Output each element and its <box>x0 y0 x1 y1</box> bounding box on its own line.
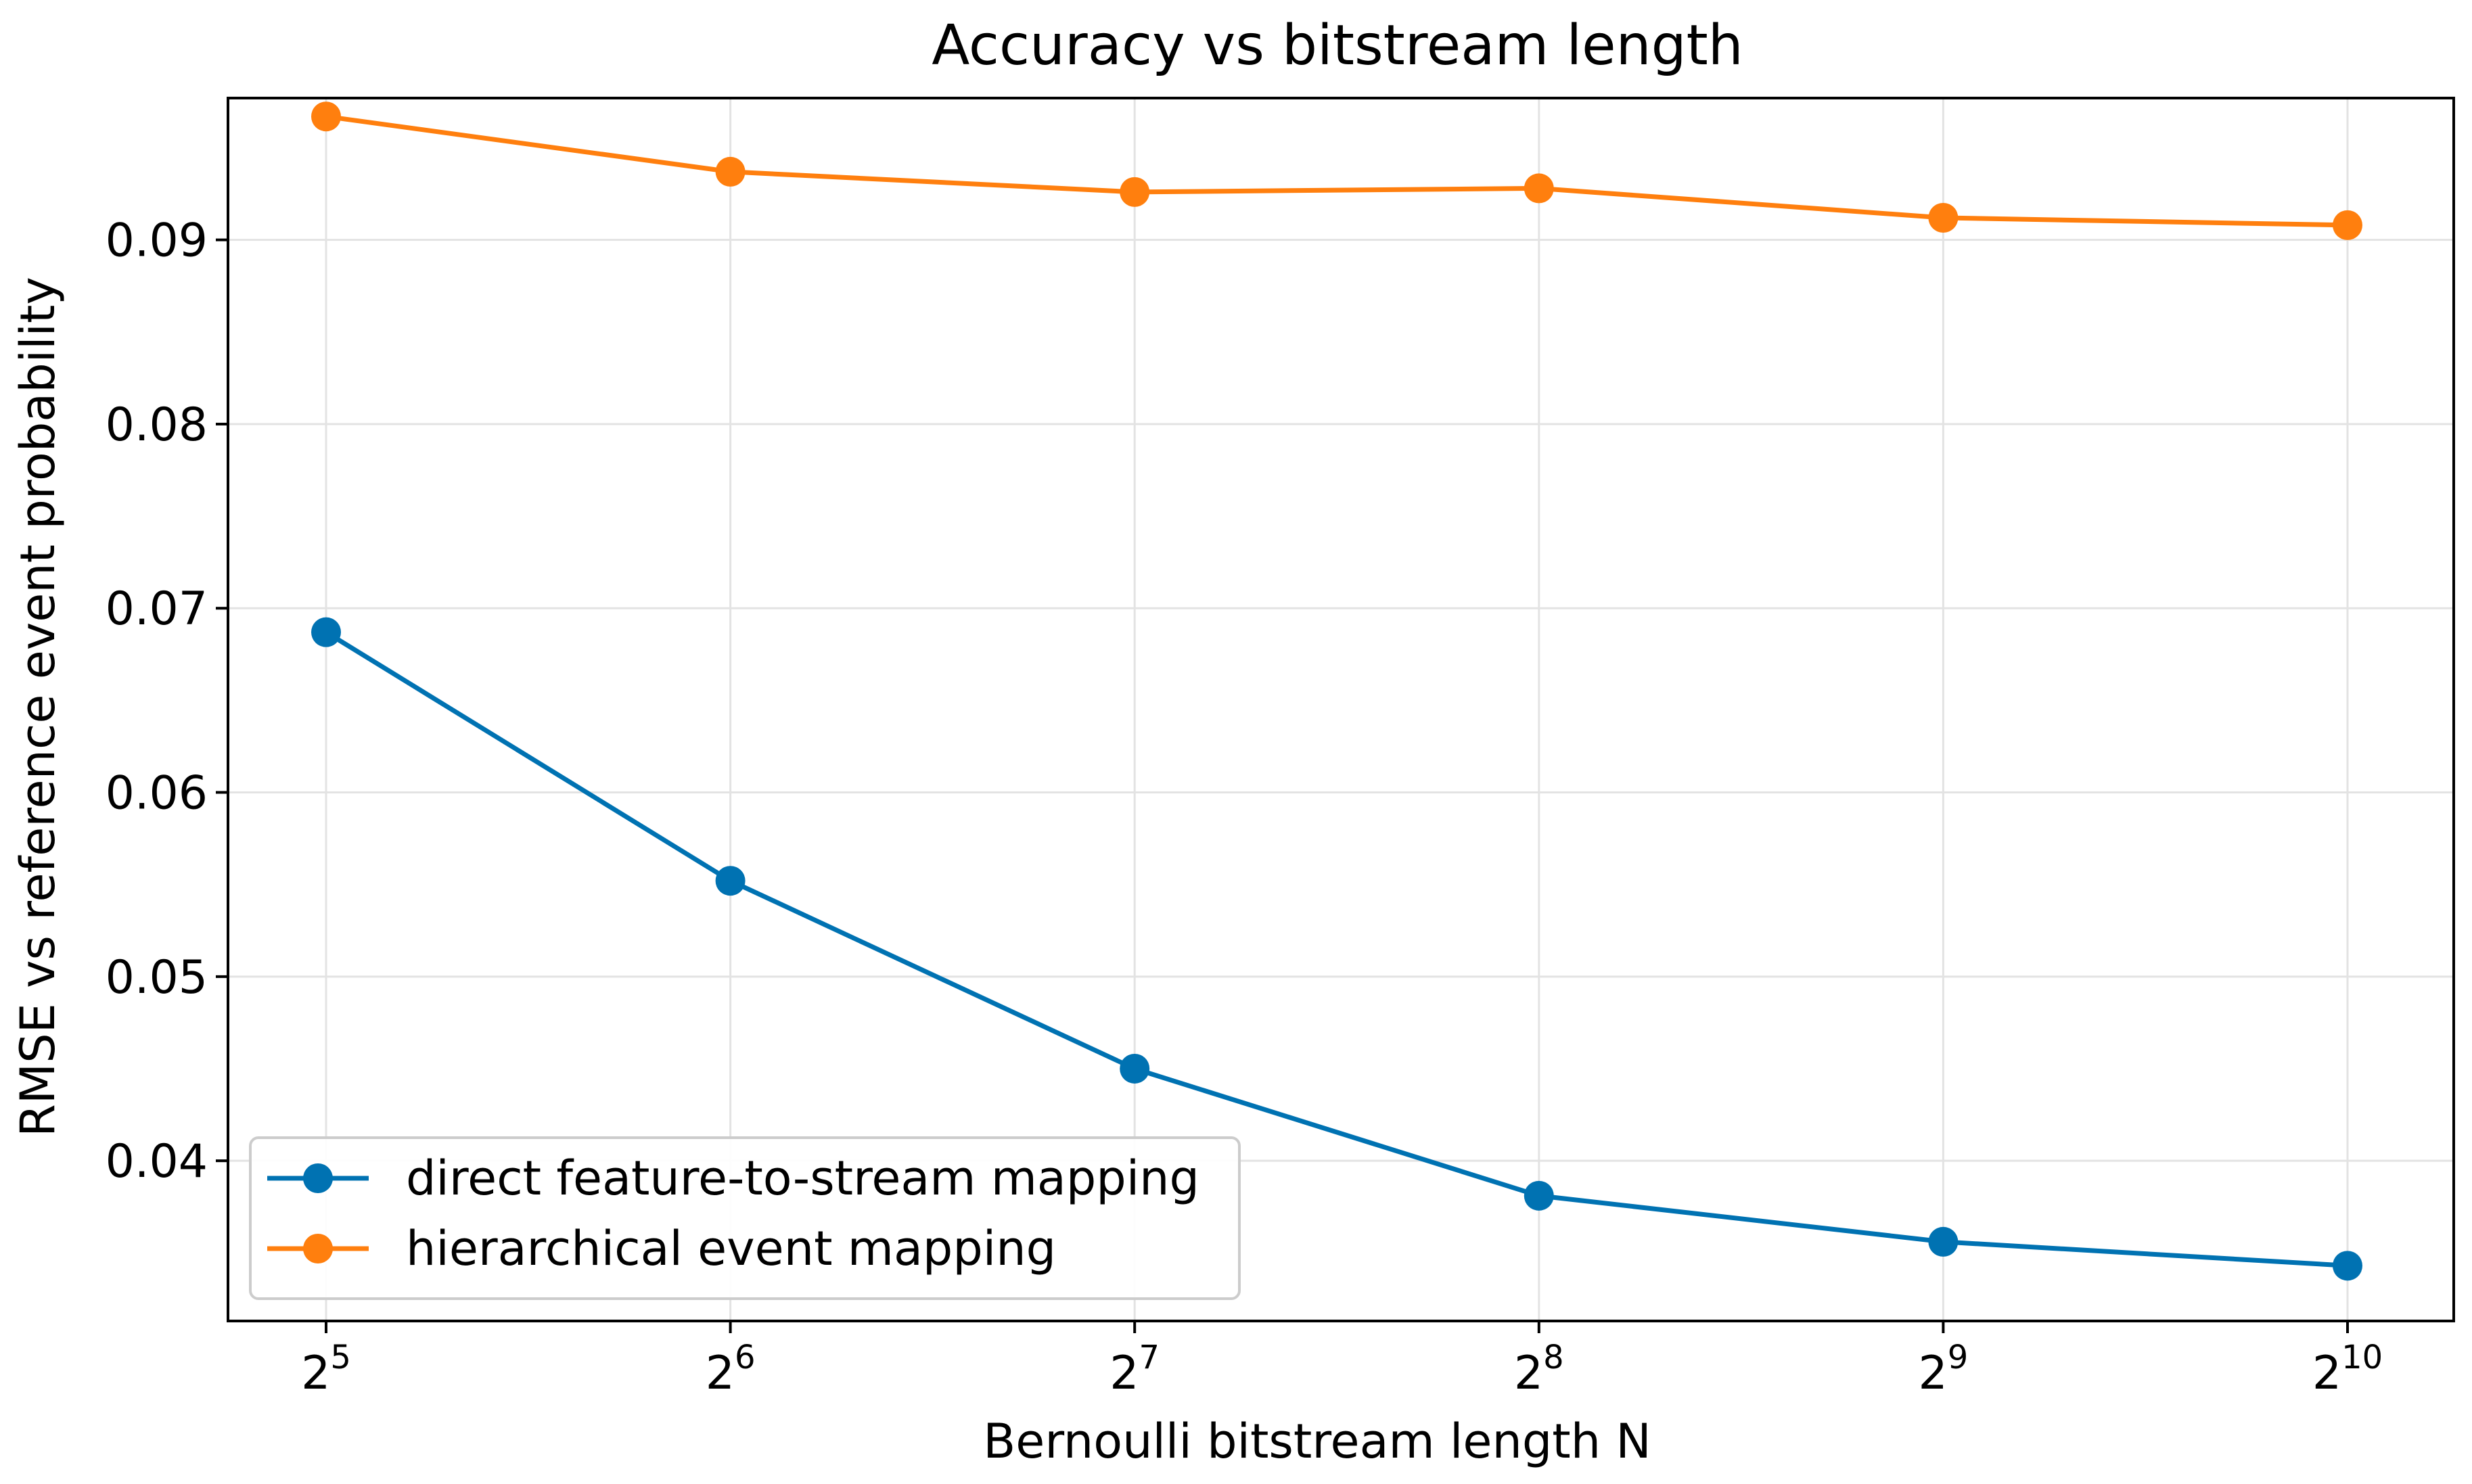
x-tick-label: 25 <box>301 1339 351 1400</box>
legend: direct feature-to-stream mapping hierarc… <box>249 1136 1241 1300</box>
plot-frame <box>227 97 2455 1322</box>
data-point-direct <box>715 866 746 896</box>
y-tick-label: 0.07 <box>106 582 208 636</box>
y-tick-label: 0.08 <box>106 398 208 452</box>
data-point-hierarchical <box>1928 202 1959 233</box>
legend-marker-direct <box>303 1163 333 1193</box>
series-layer <box>311 101 2362 1281</box>
data-point-hierarchical <box>2333 210 2362 240</box>
y-tick-label: 0.05 <box>106 951 208 1004</box>
data-point-direct <box>311 617 341 647</box>
data-point-direct <box>1928 1226 1959 1257</box>
series-line-hierarchical <box>325 114 2348 228</box>
y-axis-ticks: 0.04 0.05 0.06 0.07 0.08 0.09 <box>106 214 228 1188</box>
legend-label-direct: direct feature-to-stream mapping <box>406 1151 1199 1206</box>
x-axis-ticks: 25 26 27 28 29 210 <box>301 1321 2383 1400</box>
x-tick-label: 210 <box>2312 1339 2383 1400</box>
data-point-direct <box>1524 1180 1554 1211</box>
y-tick-label: 0.09 <box>106 214 208 268</box>
data-point-hierarchical <box>715 156 746 187</box>
legend-marker-hierarchical <box>303 1234 333 1263</box>
y-tick-label: 0.04 <box>106 1135 208 1188</box>
y-axis-label: RMSE vs reference event probability <box>10 277 66 1137</box>
data-point-hierarchical <box>1120 177 1150 207</box>
data-point-hierarchical <box>311 101 341 132</box>
y-tick-label: 0.06 <box>106 767 208 820</box>
x-axis-label: Bernoulli bitstream length N <box>983 1414 1651 1469</box>
series-line-direct <box>325 630 2348 1268</box>
x-tick-label: 27 <box>1109 1339 1160 1400</box>
x-tick-label: 29 <box>1918 1339 1968 1400</box>
chart-title: Accuracy vs bitstream length <box>932 14 1743 78</box>
data-point-direct <box>1120 1053 1150 1084</box>
data-point-hierarchical <box>1524 173 1554 204</box>
legend-frame <box>249 1136 1241 1300</box>
x-tick-label: 28 <box>1514 1339 1564 1400</box>
data-point-direct <box>2333 1251 2362 1281</box>
grid <box>228 98 2454 1321</box>
x-tick-label: 26 <box>706 1339 756 1400</box>
legend-label-hierarchical: hierarchical event mapping <box>406 1221 1056 1276</box>
